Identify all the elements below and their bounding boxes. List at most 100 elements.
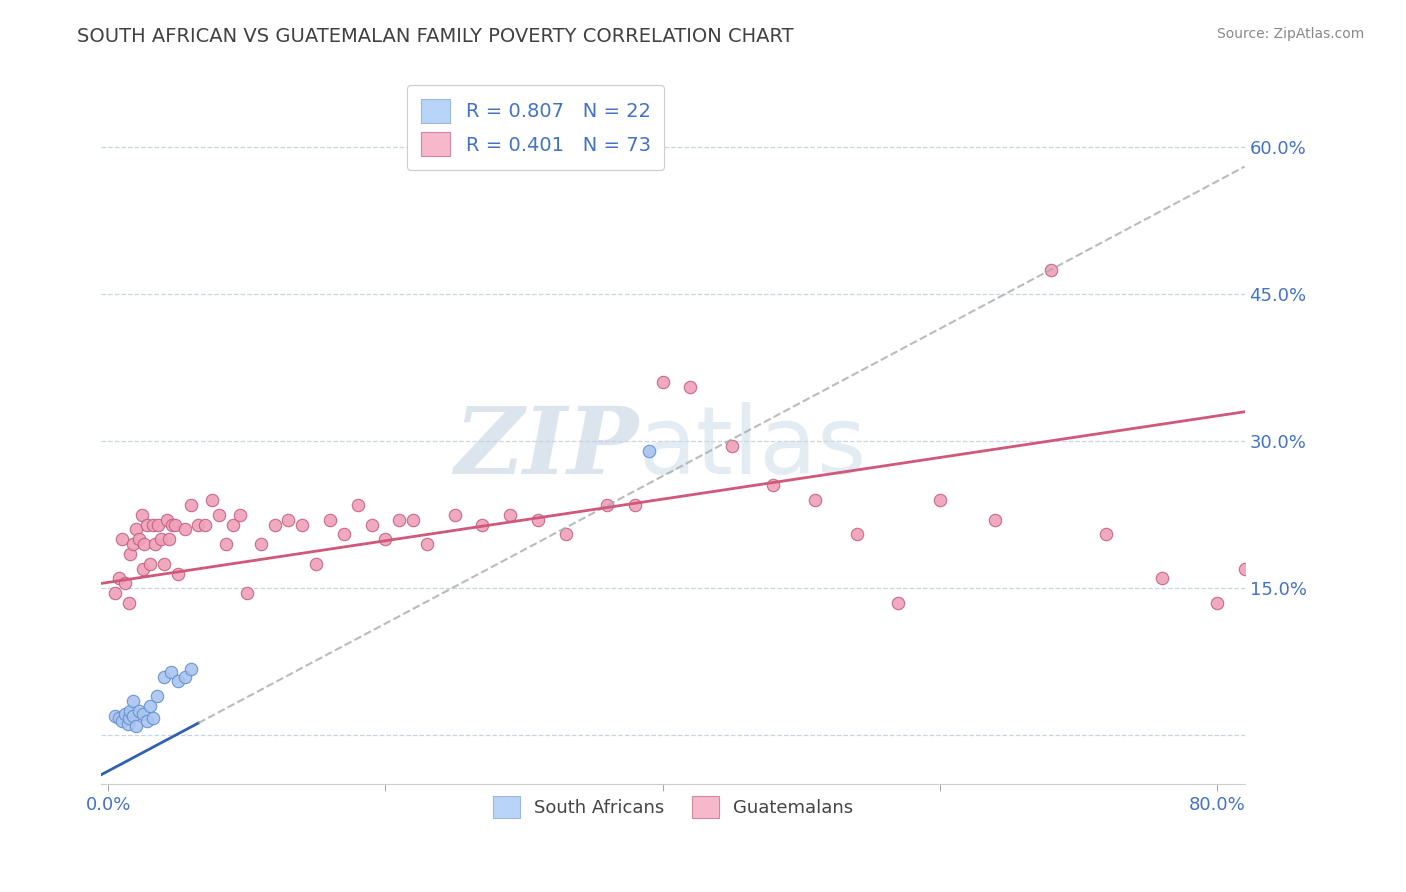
Point — [166, 566, 188, 581]
Point — [114, 706, 136, 721]
Point — [1233, 562, 1256, 576]
Point — [122, 708, 145, 723]
Point — [173, 669, 195, 683]
Text: ZIP: ZIP — [454, 403, 638, 493]
Point — [229, 508, 252, 522]
Point — [166, 674, 188, 689]
Point — [148, 517, 170, 532]
Point — [554, 527, 576, 541]
Point — [360, 517, 382, 532]
Point — [180, 498, 202, 512]
Point — [108, 711, 131, 725]
Point — [139, 557, 162, 571]
Point — [136, 517, 159, 532]
Point — [157, 533, 180, 547]
Point — [984, 513, 1007, 527]
Point — [149, 533, 172, 547]
Point — [122, 694, 145, 708]
Point — [721, 439, 744, 453]
Point — [134, 537, 156, 551]
Point — [180, 662, 202, 676]
Point — [1039, 262, 1062, 277]
Point — [120, 704, 142, 718]
Point — [845, 527, 868, 541]
Point — [139, 698, 162, 713]
Point — [118, 596, 141, 610]
Point — [1316, 586, 1339, 600]
Point — [416, 537, 439, 551]
Point — [104, 708, 127, 723]
Point — [1095, 527, 1118, 541]
Point — [804, 493, 827, 508]
Point — [160, 517, 183, 532]
Point — [117, 716, 139, 731]
Text: SOUTH AFRICAN VS GUATEMALAN FAMILY POVERTY CORRELATION CHART: SOUTH AFRICAN VS GUATEMALAN FAMILY POVER… — [77, 27, 794, 45]
Point — [152, 557, 174, 571]
Point — [208, 508, 231, 522]
Point — [132, 562, 155, 576]
Point — [131, 508, 153, 522]
Point — [236, 586, 259, 600]
Point — [120, 547, 142, 561]
Point — [762, 478, 785, 492]
Point — [142, 517, 165, 532]
Point — [145, 537, 167, 551]
Point — [499, 508, 522, 522]
Point — [1275, 493, 1298, 508]
Point — [111, 533, 134, 547]
Point — [163, 517, 186, 532]
Point — [215, 537, 238, 551]
Point — [624, 498, 647, 512]
Point — [201, 493, 224, 508]
Point — [1289, 351, 1312, 365]
Point — [222, 517, 245, 532]
Legend: South Africans, Guatemalans: South Africans, Guatemalans — [485, 789, 860, 825]
Point — [928, 493, 950, 508]
Point — [118, 711, 141, 725]
Point — [388, 513, 411, 527]
Point — [527, 513, 550, 527]
Point — [1261, 517, 1284, 532]
Point — [132, 706, 155, 721]
Text: Source: ZipAtlas.com: Source: ZipAtlas.com — [1216, 27, 1364, 41]
Point — [346, 498, 368, 512]
Point — [679, 380, 702, 394]
Point — [1303, 517, 1326, 532]
Point — [108, 572, 131, 586]
Point — [1150, 572, 1173, 586]
Point — [263, 517, 285, 532]
Point — [596, 498, 619, 512]
Point — [651, 376, 673, 390]
Point — [319, 513, 342, 527]
Point — [122, 537, 145, 551]
Point — [159, 665, 181, 679]
Point — [125, 523, 148, 537]
Point — [249, 537, 271, 551]
Point — [291, 517, 314, 532]
Point — [128, 533, 150, 547]
Point — [187, 517, 209, 532]
Point — [471, 517, 494, 532]
Point — [305, 557, 328, 571]
Point — [374, 533, 396, 547]
Point — [277, 513, 299, 527]
Point — [155, 513, 177, 527]
Point — [146, 689, 169, 703]
Point — [887, 596, 910, 610]
Point — [402, 513, 425, 527]
Point — [637, 444, 659, 458]
Point — [136, 714, 159, 728]
Point — [443, 508, 465, 522]
Text: atlas: atlas — [638, 402, 868, 494]
Point — [152, 669, 174, 683]
Point — [173, 523, 195, 537]
Point — [142, 711, 165, 725]
Point — [333, 527, 356, 541]
Point — [111, 714, 134, 728]
Point — [125, 718, 148, 732]
Point — [194, 517, 217, 532]
Point — [104, 586, 127, 600]
Point — [128, 704, 150, 718]
Point — [1206, 596, 1229, 610]
Point — [114, 576, 136, 591]
